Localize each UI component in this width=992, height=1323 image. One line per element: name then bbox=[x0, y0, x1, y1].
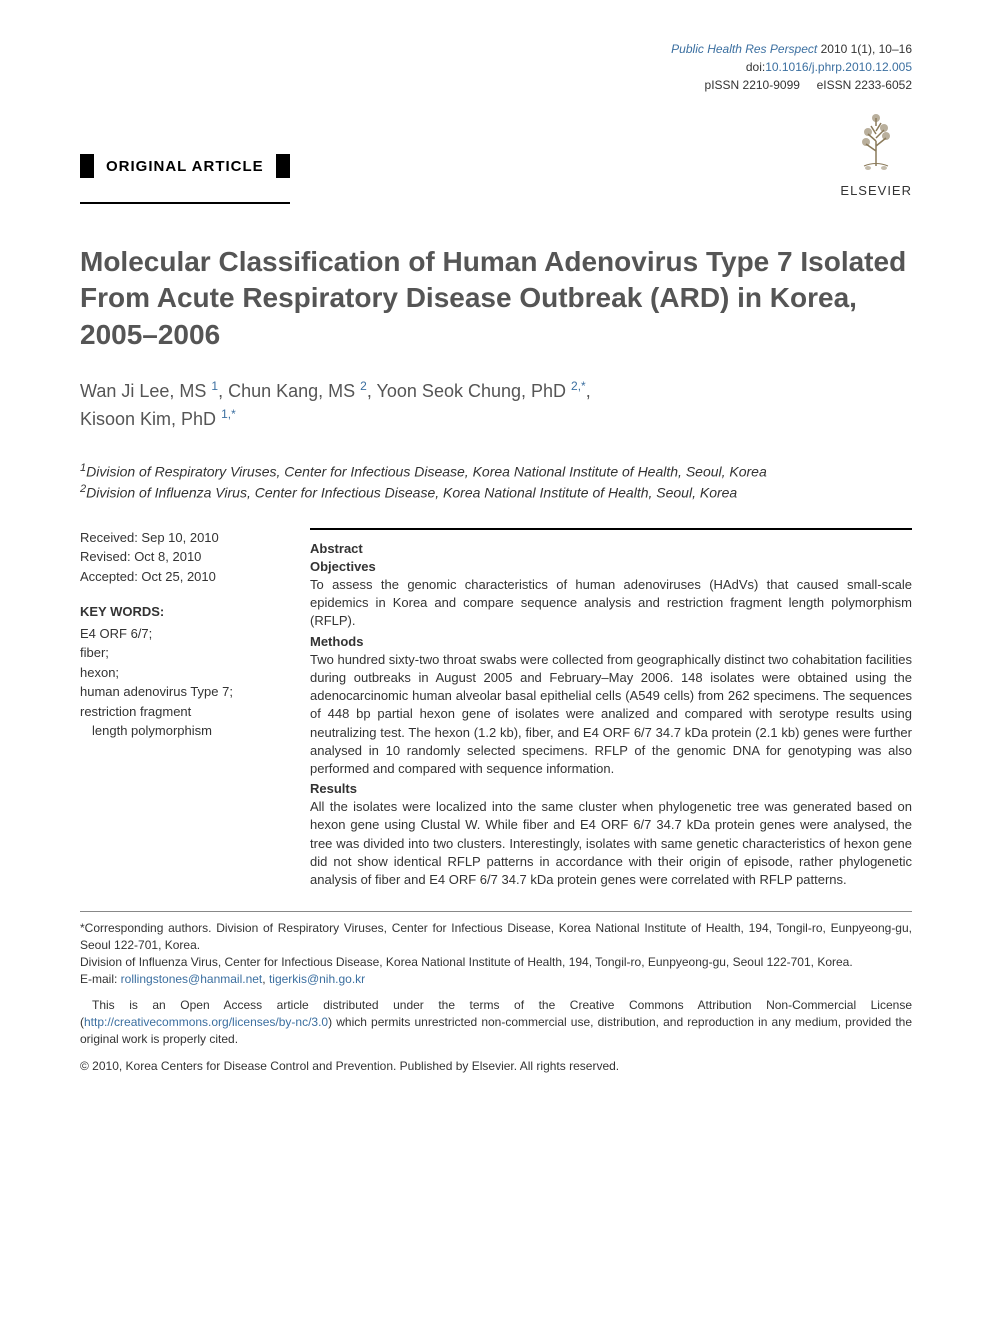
keywords-list: E4 ORF 6/7;fiber;hexon;human adenovirus … bbox=[80, 624, 280, 741]
keywords-heading: KEY WORDS: bbox=[80, 602, 280, 622]
affiliation: 2Division of Influenza Virus, Center for… bbox=[80, 482, 912, 503]
footer-block: *Corresponding authors. Division of Resp… bbox=[80, 920, 912, 1074]
left-column: Received: Sep 10, 2010 Revised: Oct 8, 2… bbox=[80, 528, 280, 892]
abstract-body: All the isolates were localized into the… bbox=[310, 798, 912, 889]
journal-name: Public Health Res Perspect bbox=[671, 42, 817, 56]
author-sup: 1 bbox=[211, 379, 218, 393]
email-line: E-mail: rollingstones@hanmail.net, tiger… bbox=[80, 971, 912, 988]
bar-end-left bbox=[80, 154, 94, 178]
article-title: Molecular Classification of Human Adenov… bbox=[80, 244, 912, 353]
copyright: © 2010, Korea Centers for Disease Contro… bbox=[80, 1058, 912, 1075]
author: Chun Kang, MS 2 bbox=[228, 381, 367, 401]
authors-block: Wan Ji Lee, MS 1, Chun Kang, MS 2, Yoon … bbox=[80, 377, 912, 433]
journal-meta: Public Health Res Perspect 2010 1(1), 10… bbox=[80, 40, 912, 94]
abstract-heading: Abstract bbox=[310, 540, 912, 558]
abstract-body: Two hundred sixty-two throat swabs were … bbox=[310, 651, 912, 778]
author: Yoon Seok Chung, PhD 2,* bbox=[377, 381, 586, 401]
author-sup: 1,* bbox=[221, 407, 236, 421]
keyword-item: length polymorphism bbox=[80, 721, 280, 741]
email-link-2[interactable]: tigerkis@nih.go.kr bbox=[269, 972, 365, 986]
license-text: This is an Open Access article distribut… bbox=[80, 997, 912, 1047]
elsevier-tree-icon bbox=[846, 106, 906, 176]
date-received: Received: Sep 10, 2010 bbox=[80, 528, 280, 548]
author: Kisoon Kim, PhD 1,* bbox=[80, 409, 236, 429]
keyword-item: hexon; bbox=[80, 663, 280, 683]
email-label: E-mail: bbox=[80, 972, 121, 986]
keyword-item: E4 ORF 6/7; bbox=[80, 624, 280, 644]
article-dates: Received: Sep 10, 2010 Revised: Oct 8, 2… bbox=[80, 528, 280, 587]
corresponding-author: *Corresponding authors. Division of Resp… bbox=[80, 920, 912, 954]
pissn: pISSN 2210-9099 bbox=[705, 78, 800, 92]
article-type-bar: ORIGINAL ARTICLE bbox=[80, 154, 840, 178]
email-link-1[interactable]: rollingstones@hanmail.net bbox=[121, 972, 263, 986]
affiliation-sup: 2 bbox=[80, 483, 86, 495]
abstract-subheading: Objectives bbox=[310, 558, 912, 576]
abstract-subheading: Methods bbox=[310, 633, 912, 651]
footer-separator bbox=[80, 911, 912, 912]
license-link[interactable]: http://creativecommons.org/licenses/by-n… bbox=[84, 1015, 328, 1029]
keyword-item: human adenovirus Type 7; bbox=[80, 682, 280, 702]
abstract-column: Abstract ObjectivesTo assess the genomic… bbox=[310, 528, 912, 892]
article-type-underline bbox=[80, 202, 290, 204]
doi-link[interactable]: 10.1016/j.phrp.2010.12.005 bbox=[765, 60, 912, 74]
affiliations-block: 1Division of Respiratory Viruses, Center… bbox=[80, 461, 912, 504]
doi-label: doi: bbox=[746, 60, 765, 74]
bar-end-right bbox=[276, 154, 290, 178]
abstract-body: To assess the genomic characteristics of… bbox=[310, 576, 912, 631]
journal-vol: 2010 1(1), 10–16 bbox=[821, 42, 912, 56]
date-accepted: Accepted: Oct 25, 2010 bbox=[80, 567, 280, 587]
author-sup: 2 bbox=[360, 379, 367, 393]
affiliation: 1Division of Respiratory Viruses, Center… bbox=[80, 461, 912, 482]
article-type-label: ORIGINAL ARTICLE bbox=[94, 158, 276, 175]
author: Wan Ji Lee, MS 1 bbox=[80, 381, 218, 401]
corresponding-author-2: Division of Influenza Virus, Center for … bbox=[80, 954, 912, 971]
date-revised: Revised: Oct 8, 2010 bbox=[80, 547, 280, 567]
email-sep: , bbox=[262, 972, 269, 986]
author-sup: 2,* bbox=[571, 379, 586, 393]
abstract-subheading: Results bbox=[310, 780, 912, 798]
publisher-name: ELSEVIER bbox=[840, 183, 912, 198]
publisher-logo: ELSEVIER bbox=[840, 106, 912, 198]
keyword-item: fiber; bbox=[80, 643, 280, 663]
affiliation-sup: 1 bbox=[80, 462, 86, 474]
eissn: eISSN 2233-6052 bbox=[817, 78, 912, 92]
keyword-item: restriction fragment bbox=[80, 702, 280, 722]
